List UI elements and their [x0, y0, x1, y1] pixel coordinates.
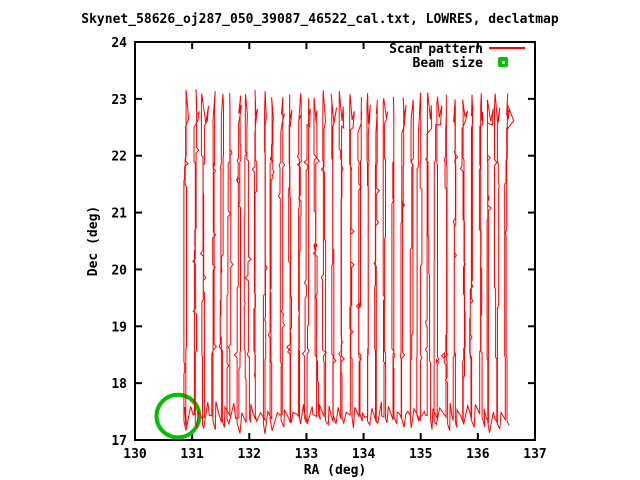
y-tick-label: 24: [111, 36, 127, 51]
x-axis-label: RA (deg): [304, 463, 367, 478]
x-tick-label: 133: [295, 447, 318, 462]
x-tick-label: 130: [123, 447, 147, 462]
scan-pattern-line: [183, 89, 515, 434]
x-tick-label: 136: [466, 447, 490, 462]
y-tick-label: 23: [111, 93, 127, 108]
chart-title: Skynet_58626_oj287_050_39087_46522_cal.t…: [81, 12, 559, 27]
y-tick-label: 22: [111, 150, 127, 165]
x-tick-label: 132: [238, 447, 261, 462]
beam-size-circle: [154, 392, 202, 440]
beam-point-center: [502, 61, 505, 64]
x-tick-label: 135: [409, 447, 432, 462]
y-tick-label: 20: [111, 263, 127, 278]
x-tick-label: 134: [352, 447, 376, 462]
y-axis-label: Dec (deg): [86, 206, 101, 276]
y-tick-label: 18: [111, 377, 127, 392]
y-tick-labels: 17 18 19 20 21 22 23 24: [111, 36, 127, 449]
legend-label-scan-pattern: Scan pattern: [389, 42, 483, 57]
y-tick-label: 19: [111, 320, 127, 335]
plot-border: [134, 41, 536, 441]
x-tick-label: 137: [523, 447, 546, 462]
legend-beam-size-marker-icon: [498, 57, 508, 67]
y-tick-label: 17: [111, 434, 127, 449]
x-tick-label: 131: [180, 447, 204, 462]
legend: Scan pattern Beam size: [389, 42, 525, 71]
y-tick-label: 21: [111, 207, 127, 222]
legend-label-beam-size: Beam size: [413, 56, 484, 71]
x-tick-labels: 130 131 132 133 134 135 136 137: [123, 447, 546, 462]
